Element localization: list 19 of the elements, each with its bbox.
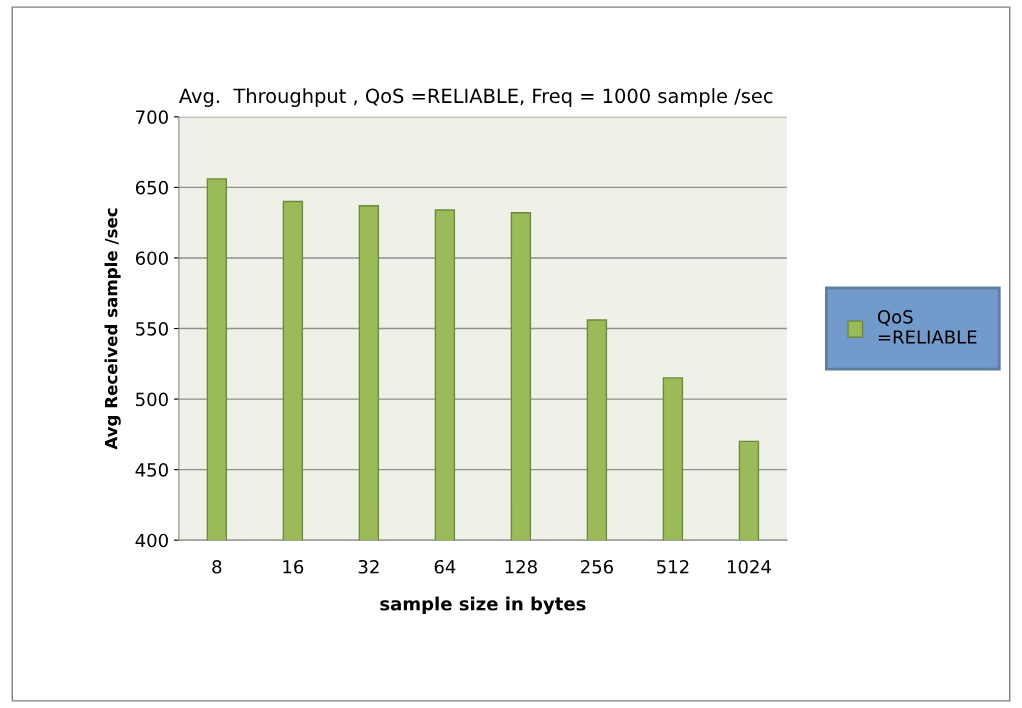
chart-title: Avg. Throughput , QoS =RELIABLE, Freq = 1000 sample /sec — [179, 88, 773, 107]
legend-label: QoS =RELIABLE — [877, 309, 977, 344]
y-tick-label: 550 — [136, 321, 168, 336]
x-tick-label: 128 — [505, 559, 537, 574]
x-axis-title: sample size in bytes — [380, 596, 586, 615]
x-tick-label: 256 — [581, 559, 614, 574]
x-tick-label: 16 — [283, 559, 304, 574]
x-tick-label: 64 — [434, 559, 456, 574]
y-tick-label: 450 — [135, 463, 168, 477]
y-tick-label: 700 — [136, 110, 168, 124]
x-tick-label: 32 — [358, 559, 379, 574]
y-tick-label: 500 — [136, 392, 168, 407]
x-tick-label: 512 — [657, 559, 689, 574]
y-axis-title: Avg Received sample /sec — [104, 208, 121, 450]
x-tick-label: 1024 — [727, 559, 771, 574]
x-tick-label: 8 — [212, 559, 222, 574]
y-tick-label: 600 — [135, 251, 168, 266]
y-tick-label: 650 — [135, 180, 168, 195]
y-tick-label: 400 — [135, 533, 168, 548]
